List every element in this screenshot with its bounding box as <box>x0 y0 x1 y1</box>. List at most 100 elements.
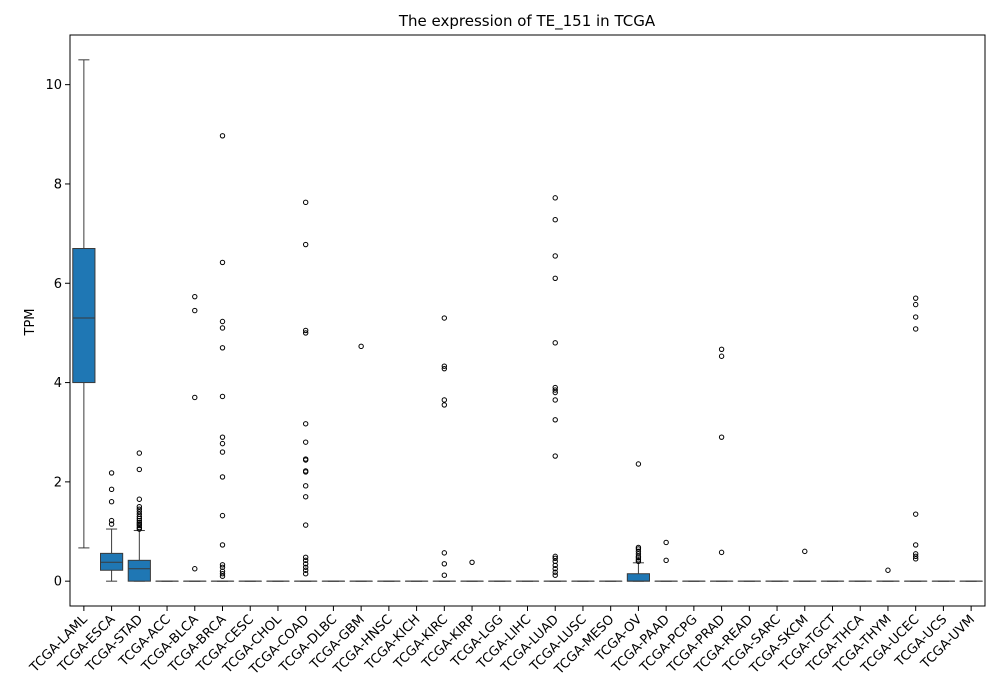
outlier-point <box>192 293 198 300</box>
outlier-point <box>552 397 558 403</box>
outlier-point <box>136 496 143 502</box>
outlier-point <box>302 522 309 528</box>
box-TCGA-STAD <box>127 450 151 582</box>
box-TCGA-GBM <box>349 343 373 582</box>
outlier-point <box>441 561 448 567</box>
box-TCGA-LAML <box>72 59 96 549</box>
outlier-point <box>552 558 558 565</box>
outlier-point <box>136 508 143 515</box>
outlier-point <box>302 494 309 500</box>
box-TCGA-BLCA <box>183 293 207 582</box>
outlier-point <box>635 553 642 560</box>
outlier-point <box>219 318 226 325</box>
box-TCGA-OV <box>626 461 650 582</box>
box-TCGA-ESCA <box>100 470 124 582</box>
outlier-point <box>912 301 919 308</box>
outlier-point <box>136 511 143 517</box>
outlier-point <box>552 553 558 560</box>
box-TCGA-LUAD <box>543 195 567 582</box>
box-TCGA-UCEC <box>904 295 928 582</box>
outlier-point <box>635 544 642 551</box>
outlier-point <box>108 499 115 505</box>
outlier-point <box>302 241 309 248</box>
iqr-box <box>127 559 151 582</box>
outlier-point <box>136 524 143 531</box>
y-tick-label: 10 <box>45 78 62 93</box>
outlier-point <box>219 393 226 400</box>
outlier-point <box>552 340 558 346</box>
outlier-point <box>635 557 642 563</box>
box-TCGA-SKCM <box>793 548 817 582</box>
outlier-point <box>302 564 309 570</box>
outlier-point <box>108 521 115 527</box>
plot-frame <box>69 34 986 607</box>
iqr-box <box>626 573 650 582</box>
outlier-point <box>912 511 919 517</box>
outlier-point <box>302 421 309 427</box>
box-TCGA-COAD <box>294 199 318 582</box>
outlier-point <box>663 539 669 546</box>
outlier-point <box>358 343 364 350</box>
outlier-point <box>302 330 309 336</box>
outlier-point <box>192 566 198 572</box>
y-axis-label: TPM <box>23 309 38 337</box>
outlier-point <box>219 573 226 579</box>
outlier-point <box>552 555 558 562</box>
outlier-point <box>441 363 448 369</box>
outlier-point <box>108 470 115 476</box>
outlier-point <box>663 557 669 564</box>
iqr-box <box>72 248 96 384</box>
outlier-point <box>192 307 198 314</box>
outlier-point <box>219 440 226 447</box>
outlier-point <box>302 468 309 474</box>
outlier-point <box>302 483 309 489</box>
outlier-point <box>718 346 725 352</box>
outlier-point <box>718 549 725 556</box>
outlier-point <box>552 417 558 423</box>
box-series <box>72 59 983 582</box>
outlier-point <box>441 572 448 578</box>
outlier-point <box>552 384 558 391</box>
outlier-point <box>552 572 558 578</box>
outlier-point <box>219 434 226 440</box>
outlier-point <box>219 259 226 266</box>
chart-title: The expression of TE_151 in TCGA <box>398 12 656 31</box>
outlier-point <box>912 553 919 560</box>
outlier-point <box>219 512 226 519</box>
outlier-point <box>219 345 226 351</box>
outlier-point <box>912 551 919 557</box>
outlier-point <box>469 559 475 566</box>
outlier-point <box>912 556 919 562</box>
outlier-point <box>441 397 448 403</box>
outlier-point <box>441 550 448 556</box>
outlier-point <box>552 275 558 281</box>
outlier-point <box>302 456 309 462</box>
box-TCGA-THYM <box>876 567 900 582</box>
outlier-point <box>219 562 226 568</box>
outlier-point <box>136 506 143 512</box>
outlier-point <box>552 217 558 223</box>
outlier-point <box>219 474 226 480</box>
x-axis: TCGA-LAMLTCGA-ESCATCGA-STADTCGA-ACCTCGA-… <box>27 606 978 678</box>
y-tick-label: 6 <box>54 277 62 292</box>
outlier-point <box>219 542 226 548</box>
box-TCGA-PRAD <box>710 346 734 582</box>
y-tick-label: 8 <box>54 177 62 192</box>
box-TCGA-PAAD <box>654 539 678 582</box>
outlier-point <box>302 567 309 573</box>
outlier-point <box>219 564 226 570</box>
outlier-point <box>718 353 725 359</box>
outlier-point <box>552 453 558 459</box>
outlier-point <box>219 133 226 139</box>
outlier-point <box>912 326 919 332</box>
outlier-point <box>552 253 558 259</box>
outlier-point <box>302 439 309 445</box>
outlier-point <box>108 486 115 493</box>
outlier-point <box>552 566 558 572</box>
outlier-point <box>912 295 919 301</box>
outlier-point <box>552 195 558 201</box>
outlier-point <box>552 389 558 396</box>
outlier-point <box>718 434 725 440</box>
y-tick-label: 2 <box>54 475 62 490</box>
